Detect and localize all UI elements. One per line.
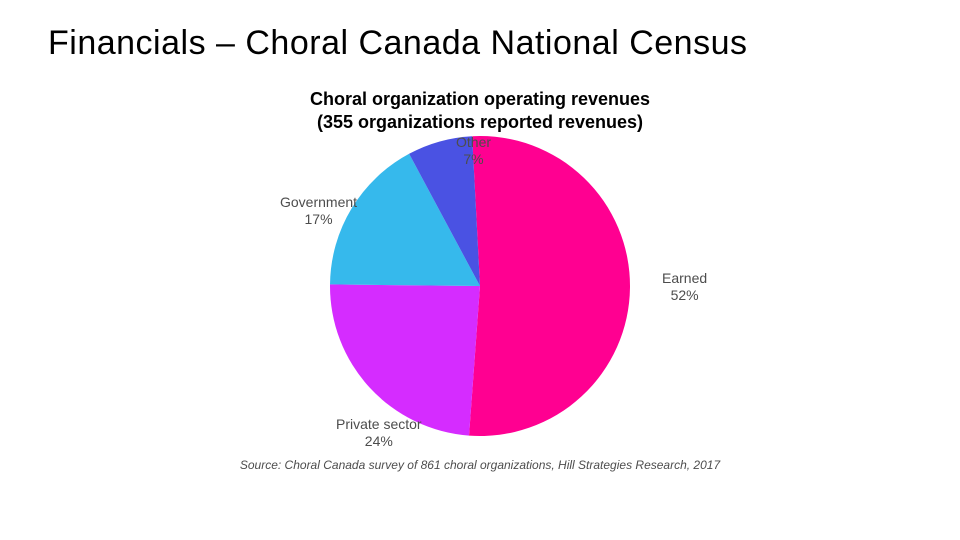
pie-slice-earned [469,136,630,436]
slice-label-percent: 17% [280,211,357,228]
slice-label-percent: 52% [662,287,707,304]
pie-chart-area [0,130,960,460]
slice-label-earned: Earned52% [662,270,707,304]
pie-slice-private-sector [330,284,480,435]
page-title: Financials – Choral Canada National Cens… [48,24,748,63]
slice-label-name: Other [456,134,491,151]
slice-label-name: Earned [662,270,707,287]
slice-label-name: Private sector [336,416,422,433]
slice-label-other: Other7% [456,134,491,168]
chart-title-line1: Choral organization operating revenues [310,89,650,109]
pie-chart [330,136,630,436]
slice-label-name: Government [280,194,357,211]
chart-title: Choral organization operating revenues (… [0,88,960,133]
slice-label-percent: 24% [336,433,422,450]
slice-label-percent: 7% [456,151,491,168]
pie-svg [330,136,630,436]
slice-label-government: Government17% [280,194,357,228]
slice-label-private-sector: Private sector24% [336,416,422,450]
chart-footnote: Source: Choral Canada survey of 861 chor… [0,458,960,472]
